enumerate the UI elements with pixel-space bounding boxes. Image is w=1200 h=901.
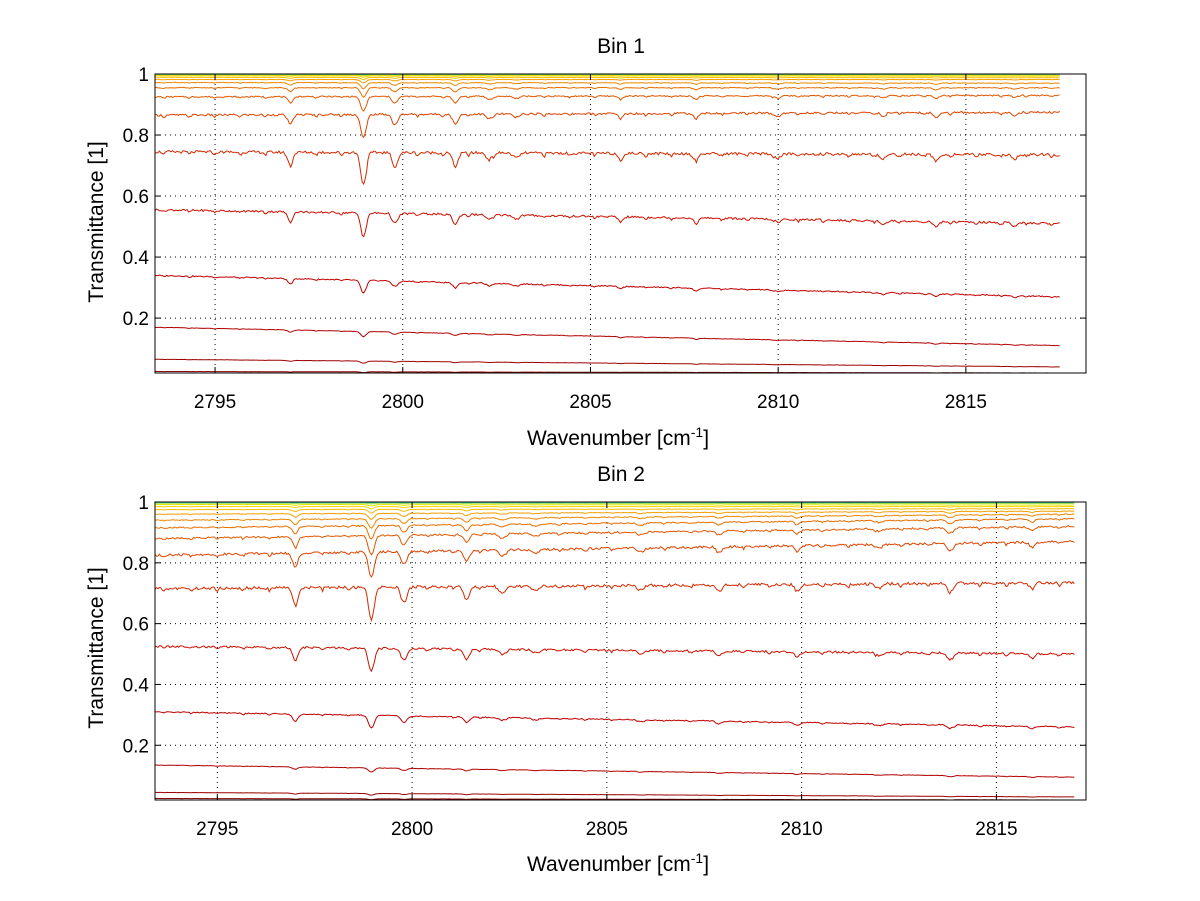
y-tick-label: 0.6 (123, 615, 149, 636)
ticks: 2795 2800 2805 2810 2815 0.2 0.4 0.6 0.8 1 (123, 493, 1086, 840)
series-line (154, 81, 1060, 90)
series-line (155, 513, 1075, 529)
chart-title: Bin 1 (597, 35, 645, 58)
y-tick-label: 0.4 (123, 675, 150, 696)
series-line (155, 791, 1075, 798)
y-tick-label: 0.4 (123, 248, 150, 269)
series-line (154, 86, 1060, 98)
series-line (154, 326, 1060, 347)
series-line (155, 510, 1075, 521)
series-group (154, 73, 1060, 374)
x-tick-label: 2805 (586, 819, 628, 840)
series-line (154, 76, 1060, 81)
series-line (155, 503, 1075, 507)
series-group (154, 502, 1075, 801)
y-tick-label: 1 (138, 493, 149, 514)
series-line (155, 502, 1075, 505)
series-line (155, 505, 1075, 510)
y-axis-title: Transmittance [1] (85, 141, 108, 302)
axes-frame (154, 501, 1087, 801)
y-tick-label: 0.8 (123, 554, 149, 575)
y-tick-label: 0.2 (123, 736, 149, 757)
series-line (155, 78, 1060, 84)
series-line (154, 540, 1075, 578)
x-tick-label: 2810 (780, 819, 822, 840)
y-tick-label: 0.2 (123, 309, 149, 330)
axes-frame (154, 73, 1087, 374)
series-line (154, 75, 1060, 78)
series-line (154, 358, 1060, 368)
series-line (155, 94, 1060, 112)
y-tick-label: 0.6 (123, 187, 149, 208)
y-tick-label: 0.8 (123, 126, 149, 147)
subplot-bin-1: Bin 1 2795 2800 2805 2810 28150.20.40.60.81 … (85, 35, 1087, 450)
series-line (154, 711, 1075, 730)
x-tick-label: 2815 (945, 392, 987, 413)
series-line (155, 508, 1075, 514)
x-tick-label: 2810 (757, 392, 799, 413)
y-tick-label: 1 (138, 65, 149, 86)
x-tick-label: 2795 (196, 819, 238, 840)
subplot-bin-2: Bin 2 2795 2800 2805 2810 28150.20.40.60.81 … (85, 463, 1087, 876)
chart-title: Bin 2 (597, 463, 645, 486)
series-line (154, 110, 1060, 139)
x-tick-label: 2795 (194, 392, 236, 413)
series-line (155, 764, 1075, 779)
x-tick-label: 2800 (391, 819, 433, 840)
series-line (154, 517, 1075, 540)
x-tick-label: 2800 (382, 392, 424, 413)
series-line (154, 274, 1060, 299)
x-axis-title: Wavenumber [cm-1] (527, 424, 709, 450)
x-tick-label: 2815 (975, 819, 1017, 840)
series-line (154, 149, 1060, 186)
y-axis-title: Transmittance [1] (85, 567, 108, 728)
x-tick-label: 2805 (569, 392, 611, 413)
series-line (154, 645, 1075, 673)
series-line (154, 524, 1075, 556)
x-axis-title: Wavenumber [cm-1] (527, 850, 709, 876)
series-line (154, 581, 1075, 623)
series-line (154, 208, 1060, 238)
ticks: 2795 2800 2805 2810 2815 0.2 0.4 0.6 0.8 1 (123, 65, 1086, 413)
